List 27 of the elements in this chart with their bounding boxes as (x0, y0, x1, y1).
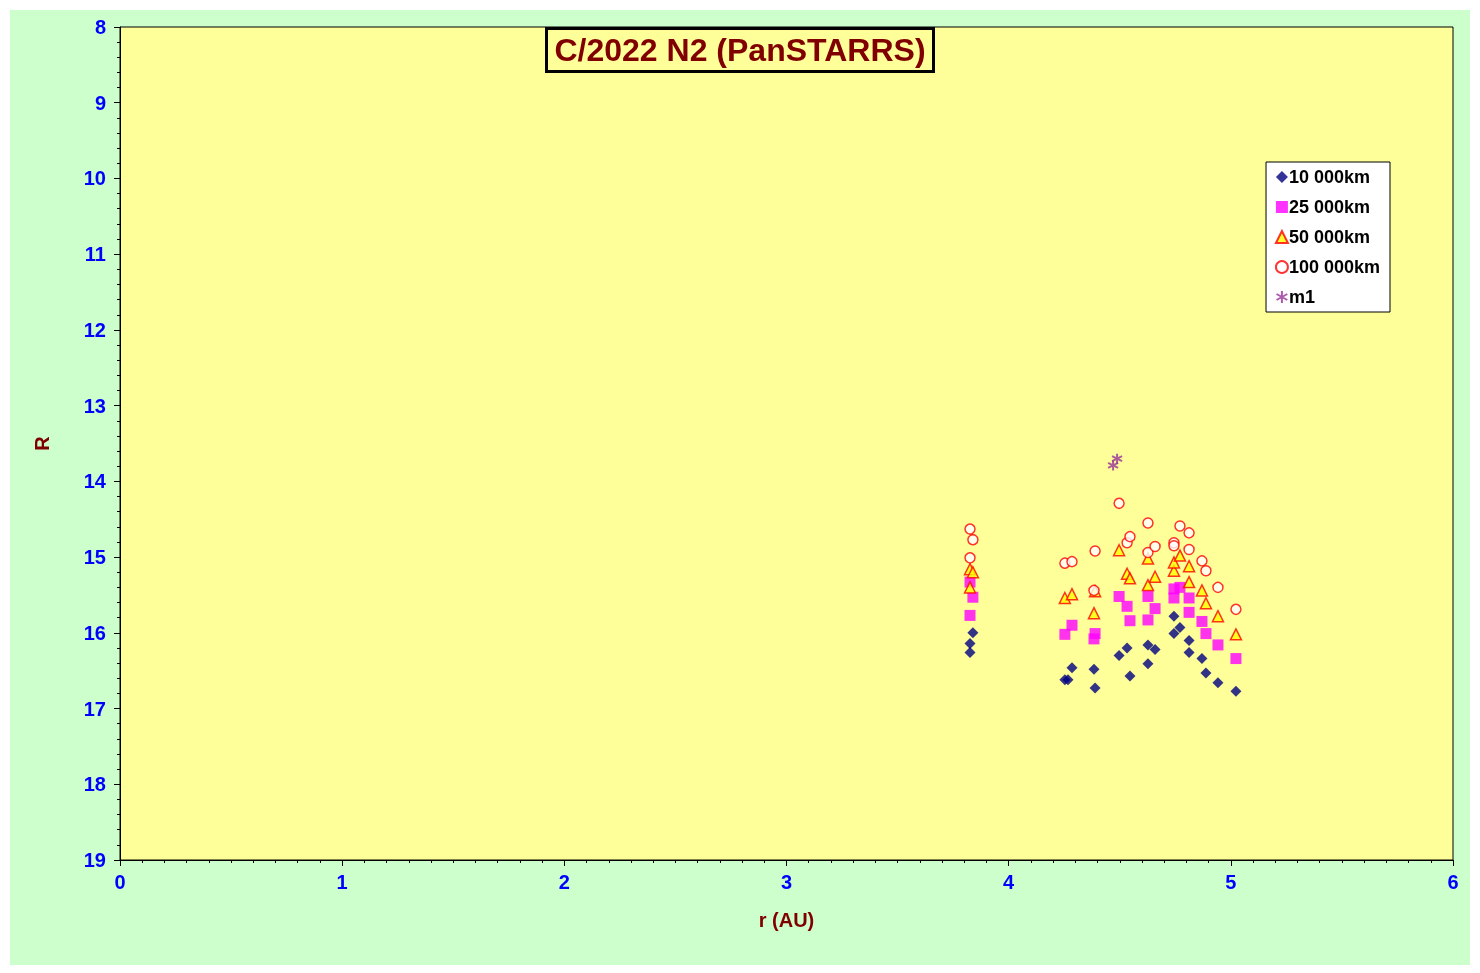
y-tick-label: 19 (83, 849, 106, 871)
chart-title: C/2022 N2 (PanSTARRS) (554, 32, 926, 68)
y-tick-label: 17 (83, 697, 106, 720)
legend-label: m1 (1288, 287, 1315, 307)
x-tick-label: 1 (336, 871, 348, 893)
y-tick-label: 14 (83, 470, 107, 493)
legend-label: 10 000km (1288, 167, 1370, 187)
x-tick-label: 6 (1447, 871, 1459, 893)
y-tick-label: 9 (94, 91, 106, 114)
y-tick-label: 15 (83, 546, 106, 569)
legend-label: 100 000km (1288, 257, 1381, 277)
y-tick-label: 18 (83, 773, 106, 796)
legend-label: 25 000km (1288, 197, 1370, 217)
x-tick-label: 0 (114, 871, 126, 893)
y-tick-label: 12 (83, 318, 106, 341)
y-tick-label: 16 (83, 621, 106, 644)
x-tick-label: 4 (1003, 871, 1016, 893)
y-tick-label: 13 (83, 394, 106, 417)
x-tick-label: 5 (1225, 871, 1237, 893)
x-tick-label: 3 (780, 871, 793, 893)
x-axis-title: r (AU) (758, 909, 815, 931)
legend-label: 50 000km (1288, 227, 1370, 247)
y-tick-label: 8 (94, 16, 106, 38)
y-tick-label: 10 (83, 167, 106, 190)
y-tick-label: 11 (84, 243, 106, 266)
x-tick-label: 2 (558, 871, 570, 893)
y-axis-title: R (31, 435, 53, 451)
